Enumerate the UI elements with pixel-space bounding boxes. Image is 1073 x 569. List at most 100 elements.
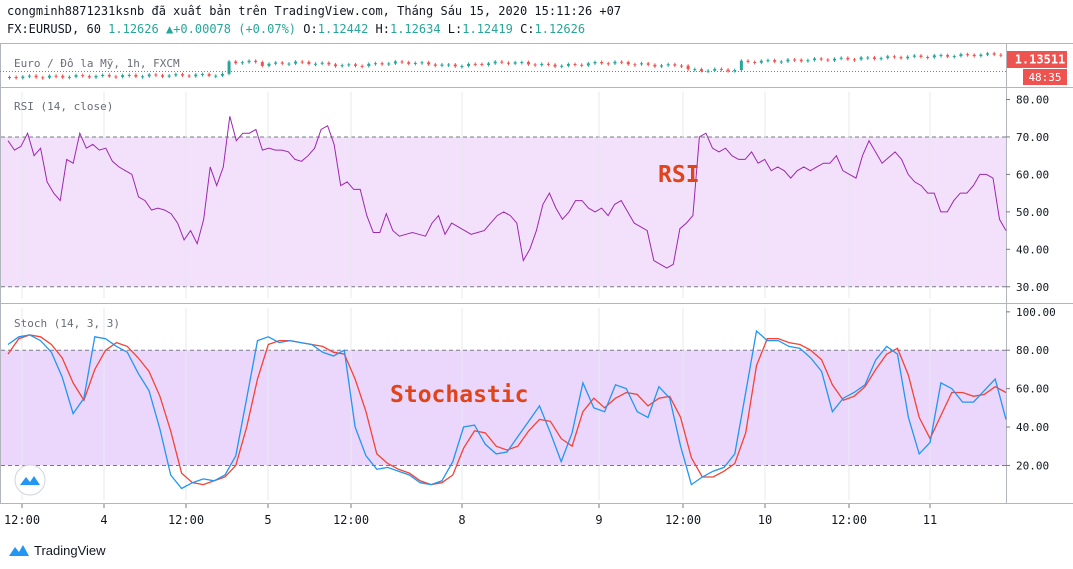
price-legend: Euro / Đô la Mỹ, 1h, FXCM xyxy=(14,57,180,70)
stoch-price-axis: 20.00 40.00 60.00 80.00 100.00 xyxy=(1006,306,1056,472)
candle-body xyxy=(833,58,837,61)
candle-body xyxy=(546,63,550,65)
candle-body xyxy=(134,74,138,77)
price-tag: 1.13511 xyxy=(1015,53,1066,67)
candle-body xyxy=(573,64,577,66)
candle-body xyxy=(613,61,617,64)
axis-label: 60.00 xyxy=(1016,168,1049,181)
candle-body xyxy=(640,63,644,65)
candle-body xyxy=(999,54,1003,56)
pane-borders xyxy=(0,43,1073,504)
candle-body xyxy=(646,63,650,65)
axis-label: 30.00 xyxy=(1016,281,1049,294)
candle-body xyxy=(520,62,524,64)
candle-body xyxy=(353,64,357,66)
stoch-grid xyxy=(21,308,931,500)
candle-body xyxy=(733,70,737,72)
candle-body xyxy=(27,75,31,77)
candlesticks xyxy=(8,51,1003,80)
chart-settings-button[interactable] xyxy=(14,464,46,496)
candle-body xyxy=(886,56,890,59)
candle-body xyxy=(340,65,344,67)
candle-body xyxy=(606,63,610,65)
candle-body xyxy=(127,74,131,76)
candle-body xyxy=(813,58,817,61)
candle-body xyxy=(367,63,371,67)
candle-body xyxy=(493,61,497,64)
candle-body xyxy=(839,57,843,59)
candle-body xyxy=(972,54,976,57)
candle-body xyxy=(400,61,404,63)
candle-body xyxy=(673,64,677,66)
candle-body xyxy=(47,75,51,78)
stochastic-pane[interactable]: Stoch (14, 3, 3) Stochastic 20.00 40.00 60… xyxy=(1,306,1056,500)
candle-body xyxy=(314,63,318,65)
candle-body xyxy=(679,65,683,67)
last-price: 1.12626 xyxy=(108,22,159,36)
axis-label: 20.00 xyxy=(1016,459,1049,472)
time-axis[interactable]: 12:00 4 12:00 5 12:00 8 9 12:00 10 12:00 11 xyxy=(4,504,937,527)
candle-body xyxy=(167,75,171,77)
candle-body xyxy=(234,61,238,64)
candle-body xyxy=(8,77,11,78)
candle-body xyxy=(620,61,624,63)
candle-body xyxy=(593,61,597,64)
candle-body xyxy=(986,53,990,55)
symbol-label[interactable]: FX:EURUSD, 60 xyxy=(7,22,101,36)
candle-body xyxy=(932,55,936,58)
candle-body xyxy=(21,76,25,79)
candle-body xyxy=(866,57,870,59)
rsi-line xyxy=(7,116,1007,269)
candle-body xyxy=(979,54,983,57)
time-label: 12:00 xyxy=(168,513,204,527)
low-label: L: xyxy=(447,22,463,36)
candle-body xyxy=(799,59,803,62)
candle-body xyxy=(327,62,331,65)
stoch-d-line xyxy=(7,334,1007,486)
candle-body xyxy=(660,65,664,67)
open-label: O: xyxy=(303,22,318,36)
candle-body xyxy=(633,64,637,66)
high-value: 1.12634 xyxy=(389,22,441,36)
candle-body xyxy=(786,59,790,62)
candle-body xyxy=(220,73,224,76)
candle-body xyxy=(952,56,956,58)
candle-body xyxy=(759,60,763,63)
candle-body xyxy=(393,61,397,64)
candle-body xyxy=(686,65,690,70)
candle-body xyxy=(347,64,351,66)
candle-body xyxy=(626,62,630,65)
candle-body xyxy=(899,57,903,59)
tradingview-brand[interactable]: TradingView xyxy=(8,541,106,559)
candle-body xyxy=(214,75,218,77)
axis-label: 70.00 xyxy=(1016,131,1049,144)
candle-body xyxy=(453,64,457,67)
time-label: 9 xyxy=(595,513,602,527)
candle-body xyxy=(227,61,231,74)
candle-body xyxy=(380,63,384,65)
brand-name: TradingView xyxy=(34,542,106,558)
candle-body xyxy=(254,60,258,63)
candle-body xyxy=(553,64,557,67)
candle-body xyxy=(287,63,291,65)
candle-body xyxy=(413,62,417,64)
candle-body xyxy=(267,63,271,66)
candle-body xyxy=(487,63,491,65)
candle-body xyxy=(180,74,184,76)
candle-body xyxy=(34,75,38,78)
candle-body xyxy=(507,62,510,64)
candle-body xyxy=(41,77,45,79)
rsi-price-axis: 30.00 40.00 50.00 60.00 70.00 80.00 xyxy=(1006,93,1049,294)
candle-body xyxy=(819,58,823,60)
price-pane[interactable]: Euro / Đô la Mỹ, 1h, FXCM 1.13511 48:35 xyxy=(0,51,1067,85)
rsi-legend: RSI (14, close) xyxy=(14,100,113,113)
candle-body xyxy=(766,60,770,62)
candle-body xyxy=(779,61,783,63)
candle-body xyxy=(373,63,377,65)
time-label: 10 xyxy=(758,513,772,527)
bar-countdown: 48:35 xyxy=(1028,71,1061,84)
rsi-pane[interactable]: RSI (14, close) RSI 30.00 40.00 50.00 60.00… xyxy=(1,92,1049,298)
stoch-legend: Stoch (14, 3, 3) xyxy=(14,317,120,330)
axis-label: 50.00 xyxy=(1016,206,1049,219)
